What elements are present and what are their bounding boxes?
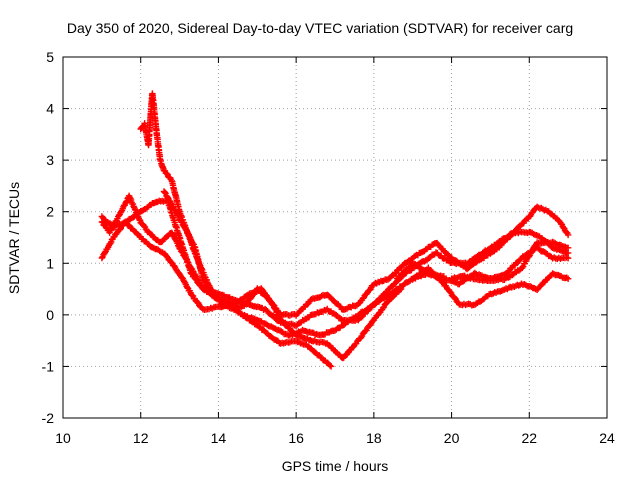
- chart-title: Day 350 of 2020, Sidereal Day-to-day VTE…: [67, 20, 573, 36]
- x-tick-labels: 10 12 14 16 18 20 22 24: [55, 430, 615, 446]
- y-tick-label: 0: [46, 307, 54, 323]
- series-track-7: [409, 264, 572, 309]
- data-point: [298, 340, 306, 347]
- data-point: [116, 226, 123, 233]
- data-point: [163, 170, 170, 177]
- data-point: [336, 302, 343, 310]
- x-tick-label: 24: [599, 430, 615, 446]
- data-point: [564, 244, 572, 252]
- data-point: [167, 200, 175, 207]
- x-tick-label: 16: [288, 430, 304, 446]
- data-point: [379, 304, 387, 312]
- x-tick-label: 18: [366, 430, 382, 446]
- y-tick-label: -1: [42, 358, 55, 374]
- x-tick-label: 10: [55, 430, 71, 446]
- y-tick-label: 3: [46, 152, 54, 168]
- data-point: [525, 253, 533, 260]
- y-tick-label: 5: [46, 49, 54, 65]
- data-point: [519, 264, 526, 271]
- data-point: [498, 287, 505, 294]
- data-point: [170, 262, 178, 269]
- y-tick-labels: -2 -1 0 1 2 3 4 5: [42, 49, 55, 426]
- data-point: [564, 231, 572, 239]
- data-point: [327, 363, 335, 370]
- data-point: [428, 268, 435, 275]
- data-point: [269, 324, 276, 331]
- data-point: [192, 275, 199, 282]
- data-points: [98, 90, 572, 370]
- data-point: [505, 268, 512, 276]
- grid-lines: [63, 57, 607, 418]
- data-point: [123, 198, 130, 206]
- x-tick-label: 14: [211, 430, 227, 446]
- y-tick-label: 4: [46, 101, 54, 117]
- x-axis-label: GPS time / hours: [282, 458, 389, 474]
- y-tick-label: 1: [46, 255, 54, 271]
- plot-frame: [62, 56, 608, 419]
- data-point: [326, 362, 334, 369]
- data-point: [562, 243, 569, 251]
- y-axis-label: SDTVAR / TECUs: [6, 182, 22, 294]
- data-point: [564, 254, 572, 262]
- data-point: [216, 297, 223, 304]
- series-track-5: [160, 188, 572, 319]
- data-point: [564, 275, 572, 282]
- y-tick-label: 2: [46, 204, 54, 220]
- data-point: [106, 220, 114, 227]
- data-point: [447, 288, 454, 296]
- axis-ticks: [62, 56, 608, 419]
- x-tick-label: 20: [444, 430, 460, 446]
- series-track-3: [137, 90, 447, 339]
- series-track-2: [98, 192, 405, 362]
- x-tick-label: 22: [521, 430, 537, 446]
- y-tick-label: -2: [42, 410, 55, 426]
- series-track-8: [448, 238, 572, 284]
- data-point: [248, 314, 255, 321]
- data-point: [161, 189, 168, 196]
- x-tick-label: 12: [133, 430, 149, 446]
- data-point: [530, 230, 537, 238]
